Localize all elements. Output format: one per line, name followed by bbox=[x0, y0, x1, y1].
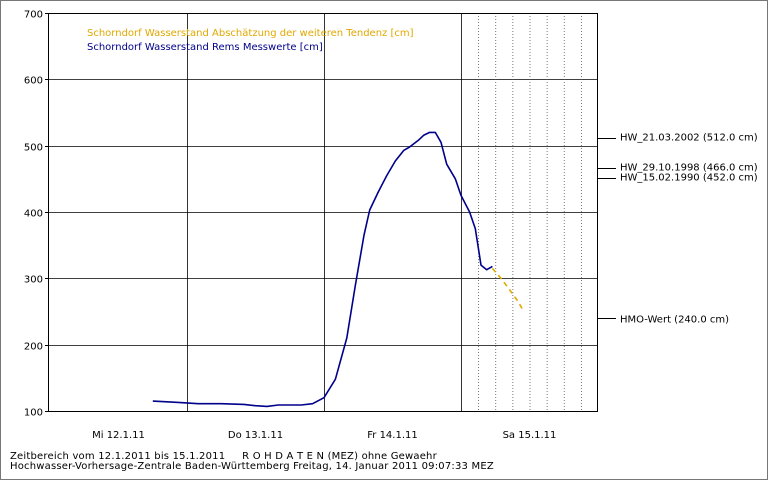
plot-area bbox=[48, 13, 598, 412]
legend-entry-0: Schorndorf Wasserstand Abschätzung der w… bbox=[87, 28, 414, 39]
y-tick-label-200: 200 bbox=[24, 342, 43, 353]
y-tick-label-600: 600 bbox=[24, 76, 43, 87]
ref-label-1: HW_29.10.1998 (466.0 cm) bbox=[620, 163, 758, 174]
legend-entry-1: Schorndorf Wasserstand Rems Messwerte [c… bbox=[87, 42, 323, 53]
x-tick-label-3: Sa 15.1.11 bbox=[503, 430, 557, 441]
ref-label-0: HW_21.03.2002 (512.0 cm) bbox=[620, 133, 758, 144]
ref-label-2: HW_15.02.1990 (452.0 cm) bbox=[620, 173, 758, 184]
reference-markers: HW_21.03.2002 (512.0 cm) HW_29.10.1998 (4… bbox=[597, 133, 758, 326]
y-tick-label-300: 300 bbox=[24, 275, 43, 286]
y-tick-label-500: 500 bbox=[24, 143, 43, 154]
grid-lines bbox=[48, 13, 597, 411]
footer-provider: Hochwasser-Vorhersage-Zentrale Baden-Wür… bbox=[10, 461, 494, 472]
ref-label-3: HMO-Wert (240.0 cm) bbox=[620, 315, 729, 326]
x-tick-label-0: Mi 12.1.11 bbox=[92, 430, 145, 441]
x-tick-label-1: Do 13.1.11 bbox=[228, 430, 283, 441]
series-line-1 bbox=[152, 131, 493, 408]
footer-time-range: Zeitbereich vom 12.1.2011 bis 15.1.2011 … bbox=[10, 451, 437, 462]
x-tick-label-2: Fr 14.1.11 bbox=[367, 430, 417, 441]
series-lines bbox=[152, 131, 525, 408]
legend: Schorndorf Wasserstand Abschätzung der w… bbox=[87, 28, 414, 53]
y-tick-label-700: 700 bbox=[24, 10, 43, 21]
series-line-0 bbox=[491, 267, 525, 312]
x-axis: Mi 12.1.11 Do 13.1.11 Fr 14.1.11 Sa 15.1.11 bbox=[92, 430, 556, 441]
y-tick-label-100: 100 bbox=[24, 408, 43, 419]
y-tick-label-400: 400 bbox=[24, 209, 43, 220]
y-axis: 100 200 300 400 500 600 700 bbox=[24, 10, 48, 419]
